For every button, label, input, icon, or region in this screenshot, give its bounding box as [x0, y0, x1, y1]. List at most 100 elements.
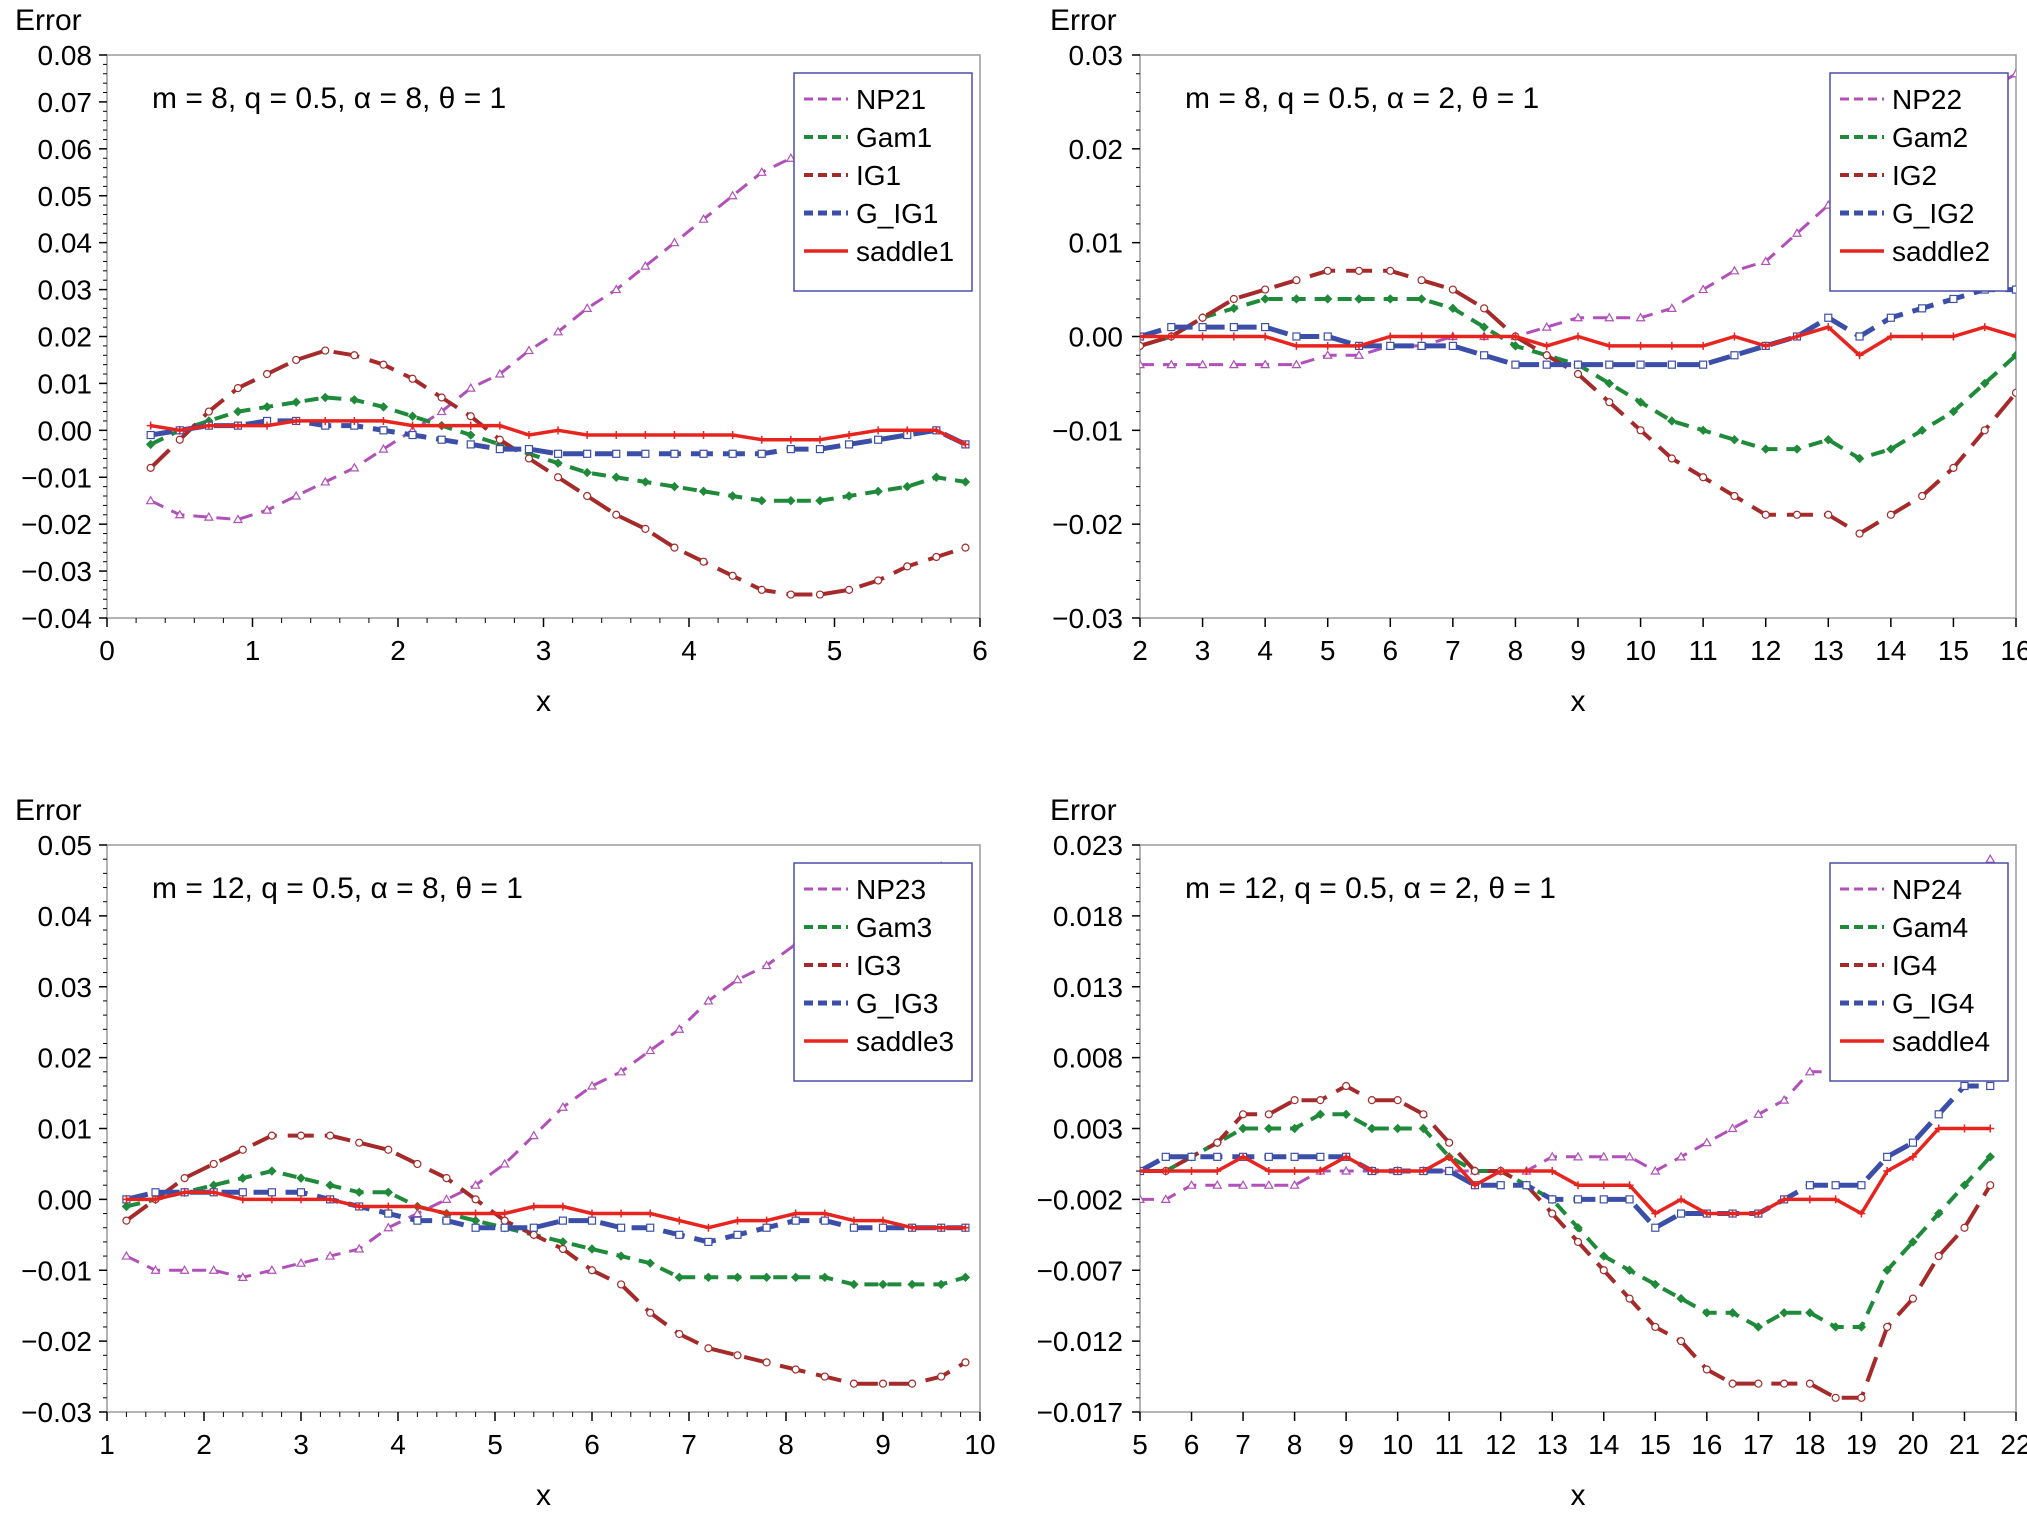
legend-item-G_IG4: G_IG4 [1840, 988, 1974, 1019]
y-tick-label: 0.03 [38, 275, 93, 306]
data-point [1780, 1379, 1789, 1388]
data-point [320, 476, 331, 486]
data-point [1805, 1195, 1814, 1204]
data-point [1701, 1137, 1712, 1147]
data-point [471, 1209, 480, 1218]
data-point [1624, 1151, 1635, 1161]
x-tick-label: 9 [1570, 635, 1586, 666]
data-point [1908, 1294, 1918, 1303]
data-point [524, 454, 534, 463]
data-point [325, 1180, 335, 1190]
y-tick-label: 0.02 [1069, 134, 1124, 165]
data-point [384, 1145, 393, 1154]
data-point [961, 1358, 970, 1367]
x-tick-label: 21 [1949, 1429, 1980, 1460]
data-point [820, 1372, 829, 1381]
plot-area [121, 861, 971, 1388]
data-point [1445, 1138, 1454, 1147]
data-point [558, 1237, 568, 1247]
parameter-annotation: m = 12, q = 0.5, α = 2, θ = 1 [1185, 872, 1556, 905]
data-point [1636, 341, 1645, 350]
data-point [1140, 341, 1145, 350]
x-axis-label: x [1571, 685, 1586, 718]
legend-box [1829, 862, 2009, 1082]
data-point [1547, 1151, 1558, 1161]
legend-label: Gam4 [1892, 912, 1968, 943]
data-point [1883, 1152, 1892, 1161]
legend: NP22 Gam2 IG2 G_IG2 saddle2 [1829, 72, 2009, 292]
data-point [704, 1237, 713, 1247]
data-point [209, 1188, 218, 1197]
data-point [1229, 303, 1239, 314]
data-point [587, 1266, 597, 1275]
y-tick-label: 0.01 [1069, 228, 1124, 259]
data-point [1161, 1167, 1170, 1176]
legend-label: G_IG3 [856, 988, 938, 1019]
data-point [1417, 332, 1426, 341]
x-tick-label: 4 [681, 635, 697, 666]
data-point [698, 213, 709, 223]
data-point [757, 435, 766, 444]
data-point [1573, 369, 1583, 379]
data-point [441, 1194, 452, 1203]
data-point [1238, 1179, 1249, 1189]
x-tick-label: 6 [1184, 1429, 1200, 1460]
data-point [1292, 332, 1301, 341]
data-point [641, 449, 650, 458]
data-point [1702, 1209, 1711, 1218]
data-point [1727, 1123, 1738, 1133]
data-point [442, 1209, 451, 1218]
data-point [1392, 1123, 1403, 1134]
data-point [151, 1188, 160, 1197]
data-point [558, 1202, 567, 1211]
data-point [1804, 1066, 1815, 1076]
legend-item-Gam2: Gam2 [1840, 122, 1968, 153]
data-point [582, 303, 593, 312]
legend-label: G_IG2 [1892, 198, 1974, 229]
legend-item-NP21: NP21 [804, 84, 926, 115]
data-point [529, 1202, 538, 1211]
data-point [1650, 1279, 1660, 1290]
data-point [1448, 332, 1457, 341]
data-point [960, 477, 971, 487]
plot-area [145, 92, 971, 599]
legend-item-G_IG2: G_IG2 [1840, 198, 1974, 229]
data-point [786, 435, 795, 444]
data-point [291, 397, 301, 407]
data-point [815, 590, 825, 599]
data-point [583, 449, 592, 458]
legend-box [793, 862, 973, 1082]
y-axis-label: Error [15, 4, 82, 37]
data-point [1480, 304, 1489, 313]
data-point [786, 496, 796, 506]
data-point [1754, 1379, 1763, 1388]
data-point [495, 435, 504, 444]
data-point [2011, 388, 2016, 397]
data-point [1238, 1123, 1248, 1134]
legend-label: NP21 [856, 84, 926, 115]
data-point [1949, 332, 1958, 341]
data-point [1779, 1308, 1789, 1318]
x-tick-label: 8 [1508, 635, 1524, 666]
data-point [698, 486, 709, 497]
data-point [1830, 1322, 1841, 1332]
legend-item-Gam3: Gam3 [804, 912, 932, 943]
x-tick-label: 9 [1338, 1429, 1354, 1460]
data-point [1353, 350, 1365, 359]
data-point [1727, 1308, 1738, 1318]
data-point [209, 1159, 218, 1169]
data-point [1605, 360, 1614, 369]
data-point [1213, 1167, 1222, 1176]
data-point [1960, 1223, 1969, 1232]
data-point [495, 445, 504, 454]
data-point [203, 511, 214, 521]
data-point [1805, 1308, 1815, 1318]
data-point [675, 1329, 684, 1339]
data-point [292, 416, 301, 425]
data-point [1522, 1181, 1531, 1190]
data-point [1264, 1123, 1274, 1134]
data-point [1239, 1152, 1248, 1161]
data-point [355, 1138, 364, 1147]
data-point [1729, 435, 1740, 445]
